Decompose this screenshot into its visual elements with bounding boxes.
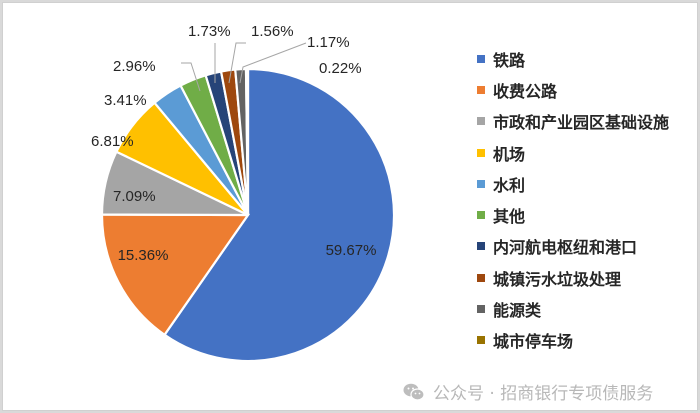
data-label: 59.67%: [326, 242, 377, 259]
legend-item-railway: 铁路: [477, 43, 669, 74]
legend-swatch: [477, 305, 485, 314]
legend-swatch: [477, 148, 485, 157]
legend-swatch: [477, 242, 485, 251]
legend-label: 其他: [493, 207, 526, 227]
legend-item-water: 水利: [477, 168, 669, 199]
legend-item-municipal: 市政和产业园区基础设施: [477, 106, 669, 137]
data-label: 2.96%: [113, 58, 156, 75]
legend-item-other: 其他: [477, 199, 669, 230]
legend-swatch: [477, 54, 485, 63]
pie-slice: [163, 67, 396, 363]
legend-item-airport: 机场: [477, 137, 669, 168]
legend-swatch: [477, 336, 485, 345]
data-label: 0.22%: [319, 60, 362, 77]
legend-item-toll-road: 收费公路: [477, 74, 669, 105]
legend-label: 城市停车场: [493, 332, 574, 352]
legend-item-sewage: 城镇污水垃圾处理: [477, 262, 669, 293]
legend-item-inland-port: 内河航电枢纽和港口: [477, 231, 669, 262]
leader-line: [228, 42, 246, 84]
data-label: 1.56%: [251, 23, 294, 40]
legend-label: 能源类: [493, 301, 542, 321]
legend-label: 铁路: [493, 50, 526, 70]
legend-swatch: [477, 211, 485, 220]
data-label: 15.36%: [118, 247, 169, 264]
wechat-icon: [403, 383, 425, 401]
legend-label: 收费公路: [493, 81, 558, 101]
legend-swatch: [477, 85, 485, 94]
legend-label: 水利: [493, 175, 526, 195]
pie-chart: 59.67% 15.36% 7.09% 6.81% 3.41% 2.96% 1.73% 1.5…: [91, 23, 396, 363]
data-label: 1.73%: [188, 23, 231, 40]
legend-label: 城镇污水垃圾处理: [493, 269, 622, 289]
data-label: 3.41%: [104, 92, 147, 109]
leader-line: [181, 62, 201, 92]
legend-label: 内河航电枢纽和港口: [493, 238, 638, 258]
legend-swatch: [477, 117, 485, 126]
legend-swatch: [477, 273, 485, 282]
data-label: 6.81%: [91, 133, 134, 150]
watermark: 公众号 · 招商银行专项债服务: [403, 379, 653, 404]
legend-item-energy: 能源类: [477, 293, 669, 324]
legend-label: 机场: [493, 144, 526, 164]
pie-slice: [244, 67, 250, 216]
leader-line: [239, 42, 307, 84]
watermark-text: 公众号 · 招商银行专项债服务: [433, 384, 654, 404]
pie-slice: [100, 213, 251, 337]
legend-swatch: [477, 179, 485, 188]
legend-label: 市政和产业园区基础设施: [493, 113, 670, 133]
legend-item-parking: 城市停车场: [477, 325, 669, 356]
data-label: 7.09%: [113, 188, 156, 205]
data-label: 1.17%: [307, 34, 350, 51]
legend: 铁路 收费公路 市政和产业园区基础设施 机场 水利 其他 内河航电枢纽和港口 城…: [477, 43, 669, 356]
